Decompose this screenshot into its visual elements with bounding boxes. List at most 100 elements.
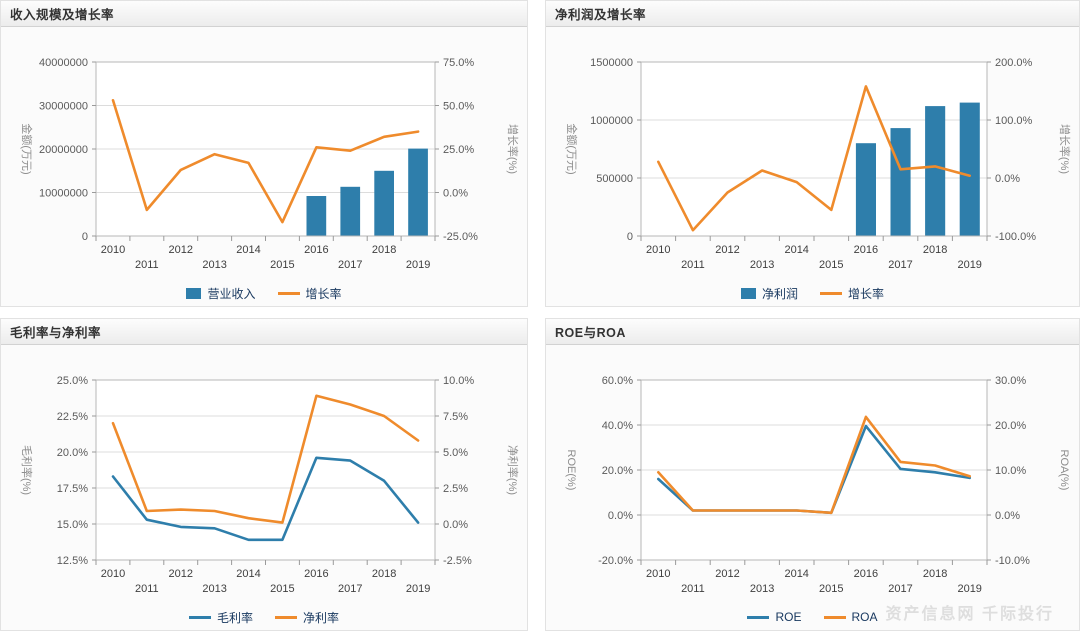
panel-header: ROE与ROA: [546, 319, 1079, 345]
svg-text:10.0%: 10.0%: [443, 375, 474, 387]
legend-label: 净利率: [303, 610, 340, 625]
svg-text:2.5%: 2.5%: [443, 483, 468, 495]
line-series: [111, 99, 420, 224]
right-axis-title: 增长率(%): [506, 124, 520, 174]
svg-text:2011: 2011: [135, 583, 159, 595]
svg-text:2019: 2019: [957, 259, 981, 271]
line[interactable]: [111, 394, 420, 524]
svg-text:2019: 2019: [406, 259, 430, 271]
line-series: [657, 85, 972, 232]
svg-text:2018: 2018: [372, 244, 396, 256]
chart-canvas: 60.0% 40.0% 20.0% 0.0% -20.0% 30.0% 20.0% 10.0%…: [565, 375, 1070, 595]
right-axis-title: ROA(%): [1058, 450, 1070, 491]
svg-text:2013: 2013: [202, 259, 226, 271]
svg-text:-10.0%: -10.0%: [995, 555, 1030, 567]
roe-roa-chart: 60.0% 40.0% 20.0% 0.0% -20.0% 30.0% 20.0% 10.0%…: [546, 346, 1079, 630]
svg-text:30.0%: 30.0%: [995, 375, 1026, 387]
svg-text:100.0%: 100.0%: [995, 115, 1033, 127]
svg-text:2018: 2018: [923, 244, 947, 256]
line-swatch-icon: [275, 615, 297, 619]
svg-text:2017: 2017: [888, 583, 912, 595]
y-axis-right: 200.0% 100.0% 0.0% -100.0%: [987, 57, 1036, 243]
svg-text:0.0%: 0.0%: [608, 510, 633, 522]
svg-text:2012: 2012: [715, 568, 739, 580]
bar[interactable]: [925, 106, 946, 236]
revenue-growth-chart: 40000000 30000000 20000000 10000000 0 75.0% 50…: [1, 28, 527, 306]
chart-canvas: 1500000 1000000 500000 0 200.0% 100.0% 0.0% -10…: [565, 57, 1072, 271]
panel-roe-roa: ROE与ROA 60.0% 40.0% 20.0% 0.0% -20.0% 30.0% 20…: [545, 318, 1080, 631]
svg-text:60.0%: 60.0%: [602, 375, 633, 387]
bar-swatch-icon: [186, 287, 202, 299]
line[interactable]: [657, 85, 972, 232]
bar[interactable]: [340, 186, 361, 236]
bar[interactable]: [855, 143, 876, 236]
left-axis-title: 毛利率(%): [20, 445, 34, 495]
panel-title: 收入规模及增长率: [10, 8, 115, 22]
svg-text:2010: 2010: [646, 244, 670, 256]
left-axis-title: ROE(%): [565, 450, 577, 491]
legend-item[interactable]: 净利润: [740, 285, 798, 302]
line-swatch-icon: [277, 291, 300, 295]
svg-text:2014: 2014: [784, 568, 808, 580]
svg-text:2013: 2013: [750, 259, 774, 271]
margins-chart: 25.0% 22.5% 20.0% 17.5% 15.0% 12.5% 10.0% 7.5% 5…: [1, 346, 527, 630]
svg-text:2012: 2012: [169, 244, 193, 256]
legend-item[interactable]: 毛利率: [188, 609, 253, 626]
legend-item[interactable]: ROE: [747, 610, 802, 624]
legend-item[interactable]: 增长率: [277, 285, 342, 302]
svg-text:2010: 2010: [646, 568, 670, 580]
svg-text:2015: 2015: [270, 583, 294, 595]
legend-label: 增长率: [305, 286, 342, 301]
svg-text:200.0%: 200.0%: [995, 57, 1033, 69]
y-axis-left: 60.0% 40.0% 20.0% 0.0% -20.0%: [598, 375, 641, 567]
svg-text:0.0%: 0.0%: [443, 188, 468, 200]
line[interactable]: [111, 456, 420, 542]
bar[interactable]: [306, 196, 327, 236]
line[interactable]: [111, 99, 420, 224]
legend-item[interactable]: 营业收入: [186, 285, 256, 302]
bar-series: [855, 102, 980, 236]
x-axis: 2010 2011 2012 2013 2014 2015 2016 2017 2018 2019: [95, 560, 436, 595]
svg-text:2017: 2017: [338, 259, 362, 271]
bar[interactable]: [890, 128, 911, 236]
svg-text:50.0%: 50.0%: [443, 101, 474, 113]
y-axis-left: 25.0% 22.5% 20.0% 17.5% 15.0% 12.5%: [57, 375, 96, 567]
svg-text:2014: 2014: [236, 244, 260, 256]
svg-text:2011: 2011: [135, 259, 159, 271]
panel-header: 毛利率与净利率: [1, 319, 527, 345]
panel-margins: 毛利率与净利率 25.0% 22.5% 20.0% 17.5% 15.0% 12.5% 10…: [0, 318, 528, 631]
line-swatch-icon: [747, 615, 770, 619]
bar[interactable]: [408, 148, 428, 236]
legend-item[interactable]: ROA: [823, 610, 878, 624]
x-axis: 2010 2011 2012 2013 2014 2015 2016 2017 2018 2019: [95, 236, 436, 271]
svg-text:2016: 2016: [304, 244, 328, 256]
svg-text:0.0%: 0.0%: [995, 173, 1020, 185]
svg-text:1500000: 1500000: [590, 57, 633, 69]
svg-text:25.0%: 25.0%: [57, 375, 88, 387]
chart-canvas: 40000000 30000000 20000000 10000000 0 75.0% 50…: [20, 57, 520, 271]
svg-text:2010: 2010: [101, 568, 125, 580]
svg-text:2016: 2016: [854, 244, 878, 256]
svg-text:20000000: 20000000: [39, 144, 88, 156]
bar[interactable]: [374, 170, 394, 236]
legend-item[interactable]: 净利率: [275, 609, 339, 626]
svg-text:2018: 2018: [923, 568, 947, 580]
svg-text:2012: 2012: [169, 568, 193, 580]
legend-label: 营业收入: [207, 286, 256, 301]
svg-text:-2.5%: -2.5%: [443, 555, 472, 567]
line[interactable]: [657, 415, 972, 515]
legend-item[interactable]: 增长率: [820, 285, 884, 302]
y-axis-right: 10.0% 7.5% 5.0% 2.5% 0.0% -2.5%: [435, 375, 474, 567]
line-swatch-icon: [188, 615, 211, 619]
legend-label: ROA: [851, 610, 878, 624]
svg-text:0.0%: 0.0%: [443, 519, 468, 531]
svg-text:-20.0%: -20.0%: [598, 555, 633, 567]
bar[interactable]: [959, 102, 980, 236]
line-series: [657, 415, 972, 515]
panel-netprofit-growth: 净利润及增长率 1500000 1000000 500000 0 200.0% 100.0…: [545, 0, 1080, 307]
bar-series: [306, 148, 428, 236]
y-axis-right: 30.0% 20.0% 10.0% 0.0% -10.0%: [987, 375, 1030, 567]
svg-text:17.5%: 17.5%: [57, 483, 88, 495]
panel-revenue-growth: 收入规模及增长率 40000000 30000000 20000000 1000000…: [0, 0, 528, 307]
